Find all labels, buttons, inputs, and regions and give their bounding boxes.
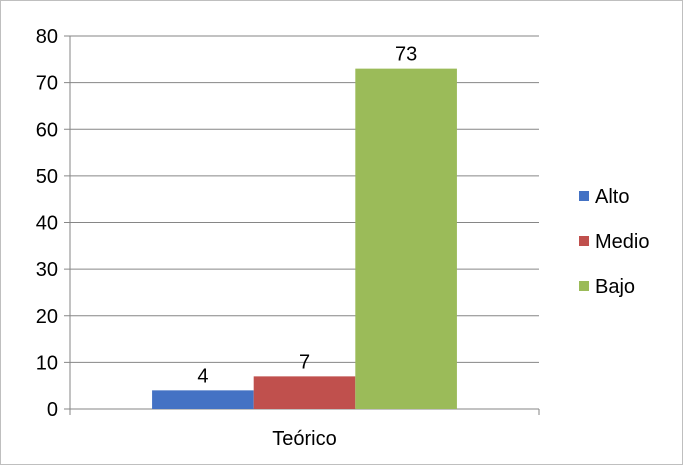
x-tick-labels: Teórico (272, 428, 336, 450)
legend-label-bajo: Bajo (595, 276, 635, 298)
gridlines (70, 35, 539, 363)
legend-label-medio: Medio (595, 231, 649, 253)
y-tick-label-0: 0 (47, 399, 58, 421)
y-tick-label-50: 50 (36, 166, 58, 188)
y-tick-label-80: 80 (36, 26, 58, 48)
data-label-alto: 4 (197, 365, 208, 387)
data-labels: 4 7 73 (197, 44, 417, 388)
y-tick-label-30: 30 (36, 259, 58, 281)
bars (152, 68, 457, 409)
y-tick-label-60: 60 (36, 119, 58, 141)
bar-bajo (355, 68, 457, 409)
legend-label-alto: Alto (595, 186, 629, 208)
y-tick-label-70: 70 (36, 73, 58, 95)
y-tick-label-20: 20 (36, 306, 58, 328)
legend: Alto Medio Bajo (579, 186, 649, 298)
data-label-bajo: 73 (395, 44, 417, 66)
bar-alto (152, 390, 254, 409)
data-label-medio: 7 (299, 351, 310, 373)
legend-swatch-medio (579, 236, 589, 246)
legend-swatch-alto (579, 191, 589, 201)
y-tick-label-10: 10 (36, 352, 58, 374)
y-tick-labels: 0 10 20 30 40 50 60 70 80 (36, 26, 58, 421)
bar-medio (253, 376, 356, 409)
legend-swatch-bajo (579, 281, 589, 291)
x-tick-label: Teórico (272, 428, 336, 450)
y-tick-label-40: 40 (36, 213, 58, 235)
